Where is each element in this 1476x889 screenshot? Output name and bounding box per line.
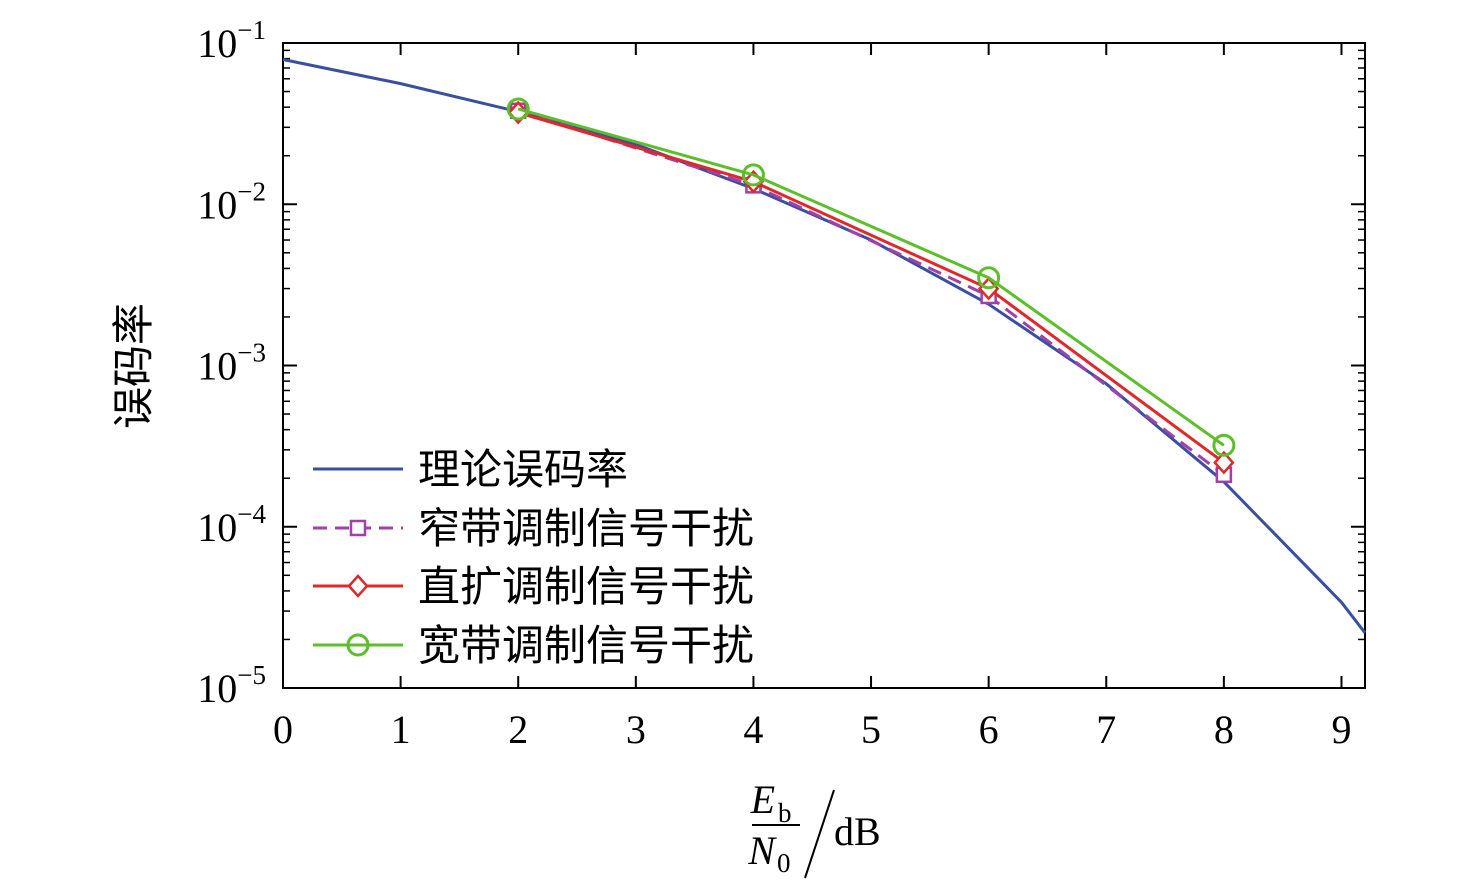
x-axis-label: E b N 0 dB [747, 777, 881, 879]
legend-label: 直扩调制信号干扰 [418, 565, 754, 611]
x-label-numerator-sub: b [778, 798, 792, 828]
x-label-slash [804, 789, 835, 879]
y-tick-label: 10−2 [197, 176, 266, 227]
data-point [506, 97, 530, 121]
x-tick-label: 2 [508, 707, 528, 752]
x-tick-label: 3 [626, 707, 646, 752]
x-label-denominator: N [747, 828, 777, 873]
legend-label: 宽带调制信号干扰 [418, 623, 754, 670]
data-point [741, 163, 765, 187]
x-tick-label: 5 [861, 707, 881, 752]
y-axis-label: 误码率 [111, 303, 158, 429]
y-tick-label: 10−4 [197, 499, 266, 550]
x-label-unit: dB [834, 809, 881, 854]
legend-marker [347, 574, 369, 598]
legend-marker [349, 519, 367, 537]
x-tick-label: 6 [979, 707, 999, 752]
legend-label: 理论误码率 [418, 447, 628, 494]
data-point [1212, 433, 1236, 457]
x-tick-label: 0 [273, 707, 293, 752]
y-axis: 10−1 10−2 10−3 10−4 10−5 [197, 15, 1365, 711]
x-tick-label: 8 [1214, 707, 1234, 752]
series-line [517, 107, 1225, 447]
data-point [977, 266, 1001, 290]
x-tick-label: 1 [391, 707, 411, 752]
series-line [517, 109, 1225, 476]
y-tick-label: 10−3 [197, 338, 266, 389]
legend-marker [346, 633, 370, 657]
x-axis: 0 1 2 3 4 5 6 7 8 9 [273, 43, 1351, 752]
series-2 [507, 100, 1235, 475]
x-tick-label: 7 [1096, 707, 1116, 752]
legend-label: 窄带调制信号干扰 [418, 506, 754, 553]
y-tick-label: 10−5 [197, 660, 266, 711]
x-tick-label: 4 [743, 707, 763, 752]
series-layer [282, 58, 1367, 634]
data-point [1213, 450, 1235, 475]
x-tick-label: 9 [1331, 707, 1351, 752]
x-label-denominator-sub: 0 [777, 848, 791, 878]
x-label-numerator: E [750, 777, 775, 822]
series-line [517, 111, 1225, 464]
y-tick-label: 10−1 [197, 15, 266, 66]
series-3 [506, 97, 1236, 457]
series-1 [509, 102, 1233, 484]
